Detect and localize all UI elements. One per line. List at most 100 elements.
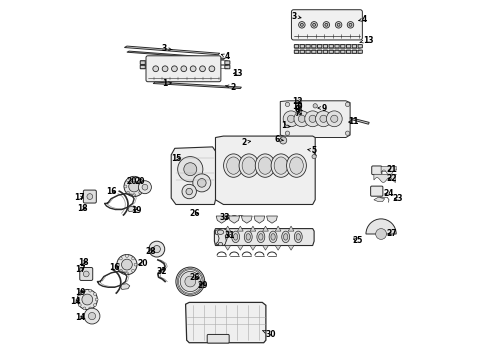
Circle shape <box>311 22 318 28</box>
FancyBboxPatch shape <box>294 50 298 53</box>
Polygon shape <box>238 246 243 250</box>
Circle shape <box>376 229 387 239</box>
FancyBboxPatch shape <box>312 45 316 48</box>
Circle shape <box>176 267 205 296</box>
Text: 3: 3 <box>292 12 301 21</box>
FancyBboxPatch shape <box>300 45 304 48</box>
FancyBboxPatch shape <box>306 45 310 48</box>
Text: 20: 20 <box>137 259 147 268</box>
FancyBboxPatch shape <box>323 50 328 53</box>
Circle shape <box>89 289 92 292</box>
FancyBboxPatch shape <box>341 45 345 48</box>
FancyBboxPatch shape <box>323 45 328 48</box>
Circle shape <box>126 191 129 194</box>
Ellipse shape <box>221 234 225 240</box>
FancyBboxPatch shape <box>159 65 164 69</box>
Circle shape <box>298 111 301 114</box>
Ellipse shape <box>217 230 224 234</box>
Circle shape <box>141 185 144 188</box>
FancyBboxPatch shape <box>341 50 345 53</box>
Circle shape <box>197 179 206 187</box>
Polygon shape <box>225 226 231 231</box>
Text: 17: 17 <box>75 265 85 274</box>
FancyBboxPatch shape <box>294 45 298 48</box>
Circle shape <box>298 104 301 108</box>
Text: 25: 25 <box>352 236 363 245</box>
Text: 26: 26 <box>189 274 200 282</box>
Circle shape <box>95 298 98 301</box>
Polygon shape <box>250 246 256 250</box>
Circle shape <box>89 307 92 310</box>
Text: 6: 6 <box>275 135 283 144</box>
Circle shape <box>162 66 168 72</box>
FancyBboxPatch shape <box>352 50 357 53</box>
Circle shape <box>313 23 316 26</box>
Circle shape <box>120 257 122 260</box>
FancyBboxPatch shape <box>358 50 363 53</box>
Text: 13: 13 <box>360 36 373 45</box>
Circle shape <box>133 194 136 197</box>
Circle shape <box>153 246 160 253</box>
Text: 1: 1 <box>163 79 172 88</box>
Circle shape <box>133 176 136 179</box>
Ellipse shape <box>290 157 303 174</box>
Polygon shape <box>153 82 242 89</box>
Circle shape <box>326 111 342 127</box>
FancyBboxPatch shape <box>335 45 339 48</box>
Circle shape <box>337 23 340 26</box>
Polygon shape <box>171 147 216 204</box>
Polygon shape <box>216 216 227 223</box>
Text: 4: 4 <box>221 52 230 61</box>
Polygon shape <box>275 246 281 250</box>
Text: 28: 28 <box>146 247 156 256</box>
FancyBboxPatch shape <box>306 50 310 53</box>
Circle shape <box>335 22 342 28</box>
Text: 19: 19 <box>75 288 85 297</box>
Circle shape <box>117 263 120 266</box>
FancyBboxPatch shape <box>149 65 155 69</box>
Text: 14: 14 <box>70 297 80 306</box>
Text: 33: 33 <box>220 213 230 222</box>
Text: 16: 16 <box>109 263 120 271</box>
Ellipse shape <box>233 234 238 240</box>
Polygon shape <box>374 197 385 202</box>
Ellipse shape <box>282 231 290 243</box>
Text: 23: 23 <box>393 194 403 203</box>
Circle shape <box>313 104 318 108</box>
Circle shape <box>124 176 144 197</box>
Circle shape <box>88 312 96 320</box>
Polygon shape <box>121 284 130 289</box>
Ellipse shape <box>269 231 277 243</box>
Circle shape <box>331 115 338 122</box>
Circle shape <box>193 174 211 192</box>
Polygon shape <box>288 226 294 231</box>
Polygon shape <box>267 216 277 223</box>
Text: 1: 1 <box>281 122 290 130</box>
Text: 5: 5 <box>308 146 317 155</box>
Circle shape <box>347 22 354 28</box>
Polygon shape <box>124 46 220 55</box>
FancyBboxPatch shape <box>207 334 229 343</box>
Text: 21: 21 <box>387 165 397 174</box>
Circle shape <box>126 179 129 182</box>
FancyBboxPatch shape <box>206 61 211 64</box>
Polygon shape <box>186 302 266 343</box>
Text: 30: 30 <box>263 330 276 338</box>
FancyBboxPatch shape <box>358 45 363 48</box>
Circle shape <box>82 294 93 305</box>
Ellipse shape <box>271 234 275 240</box>
Ellipse shape <box>242 157 256 174</box>
FancyBboxPatch shape <box>196 65 202 69</box>
Text: 18: 18 <box>78 258 88 266</box>
Circle shape <box>323 22 330 28</box>
FancyBboxPatch shape <box>370 186 383 196</box>
Ellipse shape <box>255 154 275 177</box>
Circle shape <box>285 102 290 107</box>
Circle shape <box>172 66 177 72</box>
Text: 12: 12 <box>292 97 302 106</box>
Text: 15: 15 <box>172 154 182 163</box>
Text: 19: 19 <box>131 206 142 215</box>
FancyBboxPatch shape <box>318 50 322 53</box>
Circle shape <box>178 157 203 182</box>
Circle shape <box>294 111 310 127</box>
